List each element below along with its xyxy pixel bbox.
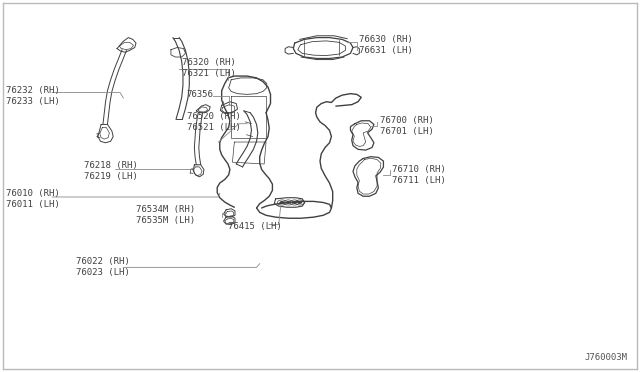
Text: 76232 (RH): 76232 (RH) [6, 86, 60, 95]
Text: 76630 (RH): 76630 (RH) [359, 35, 413, 44]
Circle shape [297, 201, 302, 204]
Text: 76218 (RH): 76218 (RH) [84, 161, 138, 170]
Text: 76022 (RH): 76022 (RH) [76, 257, 129, 266]
Text: 76321 (LH): 76321 (LH) [182, 69, 236, 78]
Text: 76521 (LH): 76521 (LH) [187, 123, 241, 132]
Text: 76700 (RH): 76700 (RH) [380, 116, 434, 125]
Text: 76233 (LH): 76233 (LH) [6, 97, 60, 106]
Text: 76710 (RH): 76710 (RH) [392, 165, 446, 174]
Text: J760003M: J760003M [585, 353, 628, 362]
Text: 76011 (LH): 76011 (LH) [6, 200, 60, 209]
Text: 76320 (RH): 76320 (RH) [182, 58, 236, 67]
Text: 76534M (RH): 76534M (RH) [136, 205, 195, 214]
Text: 76631 (LH): 76631 (LH) [359, 46, 413, 55]
Text: 76010 (RH): 76010 (RH) [6, 189, 60, 198]
Text: 76219 (LH): 76219 (LH) [84, 172, 138, 181]
Text: 76711 (LH): 76711 (LH) [392, 176, 446, 185]
Text: 76701 (LH): 76701 (LH) [380, 126, 434, 135]
Circle shape [292, 201, 297, 204]
Circle shape [280, 201, 284, 204]
Text: 76023 (LH): 76023 (LH) [76, 267, 129, 277]
Text: 76535M (LH): 76535M (LH) [136, 216, 195, 225]
Circle shape [285, 201, 291, 204]
Text: 76356: 76356 [187, 90, 214, 99]
Text: 76415 (LH): 76415 (LH) [228, 222, 282, 231]
Text: 76520 (RH): 76520 (RH) [187, 112, 241, 121]
